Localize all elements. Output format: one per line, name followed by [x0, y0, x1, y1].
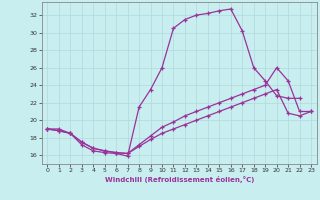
X-axis label: Windchill (Refroidissement éolien,°C): Windchill (Refroidissement éolien,°C)	[105, 176, 254, 183]
